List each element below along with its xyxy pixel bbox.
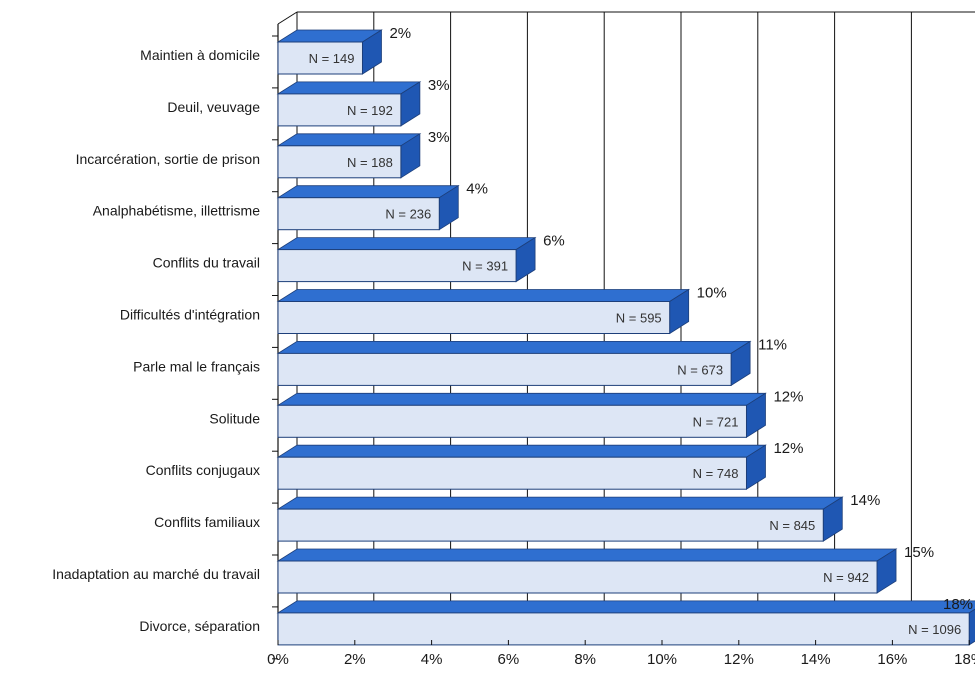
category-label: Deuil, veuvage bbox=[167, 99, 260, 115]
category-labels: Maintien à domicile Deuil, veuvage Incarcé… bbox=[52, 47, 260, 634]
bar-percent-label: 10% bbox=[697, 285, 727, 302]
bar bbox=[277, 41, 363, 75]
bar-n-label: N = 192 bbox=[347, 103, 393, 118]
axis-corner-line bbox=[277, 11, 298, 25]
bar-top-face bbox=[276, 444, 767, 458]
x-tick-label: 6% bbox=[498, 651, 520, 668]
bar-n-label: N = 942 bbox=[823, 570, 869, 585]
x-tick-label: 0% bbox=[267, 651, 289, 668]
bar-percent-label: 11% bbox=[758, 336, 787, 353]
x-tick-label: 8% bbox=[574, 651, 596, 668]
bar-n-label: N = 1096 bbox=[908, 622, 961, 637]
bar-top-face bbox=[276, 392, 767, 406]
bar-top-face bbox=[276, 81, 422, 95]
x-tick-label: 10% bbox=[647, 651, 677, 668]
bar-top-face bbox=[276, 237, 537, 251]
bar-percent-label: 3% bbox=[428, 129, 450, 146]
bar-top-face bbox=[276, 548, 898, 562]
category-label: Conflits conjugaux bbox=[146, 462, 260, 478]
bar-top-face bbox=[276, 340, 752, 354]
bar-percent-label: 2% bbox=[389, 25, 411, 42]
category-label: Difficultés d'intégration bbox=[120, 307, 260, 323]
x-tick-label: 4% bbox=[421, 651, 443, 668]
bar-n-label: N = 391 bbox=[462, 259, 508, 274]
bar-n-label: N = 595 bbox=[616, 311, 662, 326]
x-tick-label: 12% bbox=[724, 651, 754, 668]
category-label: Conflits du travail bbox=[153, 255, 260, 271]
bar-percent-label: 4% bbox=[466, 181, 488, 198]
x-tick-label: 2% bbox=[344, 651, 366, 668]
bar bbox=[277, 456, 747, 490]
category-label: Inadaptation au marché du travail bbox=[52, 566, 260, 582]
bar bbox=[277, 612, 970, 646]
x-tick-label: 14% bbox=[801, 651, 831, 668]
bar-n-label: N = 673 bbox=[677, 362, 723, 377]
bar bbox=[277, 404, 747, 438]
bar-percent-label: 12% bbox=[773, 440, 803, 457]
bar-n-label: N = 149 bbox=[309, 51, 355, 66]
bar-percent-label: 6% bbox=[543, 233, 565, 250]
bar bbox=[277, 249, 517, 283]
x-tick-label: 16% bbox=[877, 651, 907, 668]
bars: N = 149 2% N = 192 3% N = 188 3% N = 236 4% N = … bbox=[276, 25, 975, 646]
bar-percent-label: 18% bbox=[943, 596, 973, 613]
bar-n-label: N = 845 bbox=[769, 518, 815, 533]
bar-percent-label: 14% bbox=[850, 492, 880, 509]
bar-n-label: N = 236 bbox=[385, 207, 431, 222]
category-label: Maintien à domicile bbox=[140, 47, 260, 63]
bar bbox=[277, 508, 824, 542]
category-label: Solitude bbox=[209, 410, 260, 426]
bar-top-face bbox=[276, 289, 691, 302]
bar-top-face bbox=[276, 496, 844, 510]
bar-percent-label: 3% bbox=[428, 77, 450, 94]
category-label: Analphabétisme, illettrisme bbox=[93, 203, 261, 219]
category-label: Incarcération, sortie de prison bbox=[76, 151, 260, 167]
category-label: Conflits familiaux bbox=[154, 514, 260, 530]
x-tick-label: 18% bbox=[954, 651, 975, 668]
bar-percent-label: 15% bbox=[904, 544, 934, 561]
bar bbox=[277, 197, 440, 231]
bar-n-label: N = 721 bbox=[693, 414, 739, 429]
bar-top-face bbox=[276, 185, 460, 199]
bar bbox=[277, 301, 671, 334]
bar bbox=[277, 352, 732, 386]
bar-percent-label: 12% bbox=[773, 388, 803, 405]
category-label: Parle mal le français bbox=[133, 358, 260, 374]
bar bbox=[277, 560, 878, 594]
category-label: Divorce, séparation bbox=[139, 618, 260, 634]
x-tick-labels: 0% 2% 4% 6% 8% 10% 12% 14% 16% 18% bbox=[267, 640, 975, 668]
bar-n-label: N = 748 bbox=[693, 466, 739, 481]
bar bbox=[277, 93, 402, 127]
bar bbox=[277, 145, 402, 179]
bar-n-label: N = 188 bbox=[347, 155, 393, 170]
bar-top-face bbox=[276, 133, 422, 147]
bar-top-face bbox=[276, 600, 975, 614]
